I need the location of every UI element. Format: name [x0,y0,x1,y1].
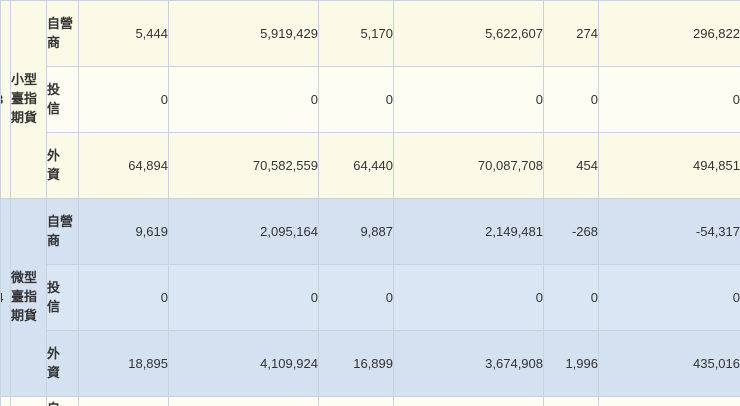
product-name-cell: 微型 臺指 期貨 [10,198,47,397]
table-row: 外 資 18,895 4,109,924 16,899 3,674,908 1,… [1,330,740,397]
table-row: 投 信 0 0 0 0 0 0 [1,66,740,133]
table-row: 外 資 64,894 70,582,559 64,440 70,087,708 … [1,132,740,199]
row-number: 4 [2,290,4,305]
product-name-line: 臺指 [11,289,38,305]
trader-type-line: 商 [47,232,61,248]
value-cell: 0 [598,264,740,331]
value-cell: 0 [318,66,394,133]
row-number-cell: 3 [0,0,11,199]
value-cell: 0 [168,66,319,133]
trader-type-cell: 自營 商 [46,0,79,67]
value-cell: 0 [168,264,319,331]
trader-type-line: 自營 [47,15,74,31]
value-cell: 0 [393,264,544,331]
value-cell: 5,444 [78,0,169,67]
value-cell: 494,851 [598,132,740,199]
product-name-cell: 小型 臺指 期貨 [10,0,47,199]
row-number: 3 [2,92,4,107]
value-cell: 64,440 [318,132,394,199]
row-group-micro-taiex: 4 微型 臺指 期貨 自營 商 9,619 2,095,164 9,887 2,… [0,198,740,397]
trader-type-line: 商 [47,34,61,50]
trader-type-cell: 投 信 [46,66,79,133]
value-cell: 435,016 [598,330,740,397]
value-cell: 70,582,559 [168,132,319,199]
table-row: 4 微型 臺指 期貨 自營 商 9,619 2,095,164 9,887 2,… [0,198,740,397]
trader-type-line: 投 [47,279,61,295]
trader-type-line: 信 [47,100,61,116]
value-cell: 4,109,924 [168,330,319,397]
value-cell [598,396,740,406]
table-row: 3 小型 臺指 期貨 自營 商 5,444 5,919,429 5,170 5,… [0,0,740,199]
value-cell: 5,622,607 [393,0,544,67]
value-cell: 296,822 [598,0,740,67]
value-cell: 9,887 [318,198,394,265]
value-cell: -268 [543,198,599,265]
value-cell: 0 [78,66,169,133]
value-cell: 0 [78,264,169,331]
row-number-cell [0,396,11,406]
product-name-line: 小型 [11,72,38,88]
value-cell: 2,095,164 [168,198,319,265]
value-cell: 16,899 [318,330,394,397]
value-cell: 0 [543,264,599,331]
value-cell: 18,895 [78,330,169,397]
product-name-line: 臺指 [11,91,38,107]
trader-type-line: 資 [47,364,61,380]
value-cell [78,396,169,406]
trader-type-cell: 投 信 [46,264,79,331]
trader-type-line: 資 [47,166,61,182]
trader-type-line: 外 [47,345,61,361]
trader-type-cell: 自 [46,396,79,406]
value-cell: 0 [543,66,599,133]
value-cell [393,396,544,406]
product-name-cell [10,396,47,406]
product-name-line: 期貨 [11,307,38,323]
value-cell: 9,619 [78,198,169,265]
value-cell [318,396,394,406]
trader-type-line: 投 [47,81,61,97]
row-number-cell: 4 [0,198,11,397]
row-group-next-partial: 自 [0,396,740,406]
product-name-line: 微型 [11,270,38,286]
product-name-line: 期貨 [11,109,38,125]
value-cell: 1,996 [543,330,599,397]
value-cell: 2,149,481 [393,198,544,265]
value-cell: 454 [543,132,599,199]
value-cell: 5,919,429 [168,0,319,67]
value-cell: 0 [318,264,394,331]
table-row: 投 信 0 0 0 0 0 0 [1,264,740,331]
value-cell: 5,170 [318,0,394,67]
value-cell: 274 [543,0,599,67]
value-cell: 0 [393,66,544,133]
value-cell [168,396,319,406]
trader-type-line: 自 [48,400,78,406]
trader-type-line: 自營 [47,213,74,229]
trader-type-cell: 外 資 [46,132,79,199]
value-cell [543,396,599,406]
trader-type-cell: 自營 商 [46,198,79,265]
value-cell: 3,674,908 [393,330,544,397]
value-cell: 0 [598,66,740,133]
trader-type-line: 信 [47,298,61,314]
trader-type-cell: 外 資 [46,330,79,397]
value-cell: 70,087,708 [393,132,544,199]
value-cell: 64,894 [78,132,169,199]
value-cell: -54,317 [598,198,740,265]
row-group-mini-taiex: 3 小型 臺指 期貨 自營 商 5,444 5,919,429 5,170 5,… [0,0,740,199]
table-row: 自 [0,396,740,406]
trader-type-line: 外 [47,147,61,163]
